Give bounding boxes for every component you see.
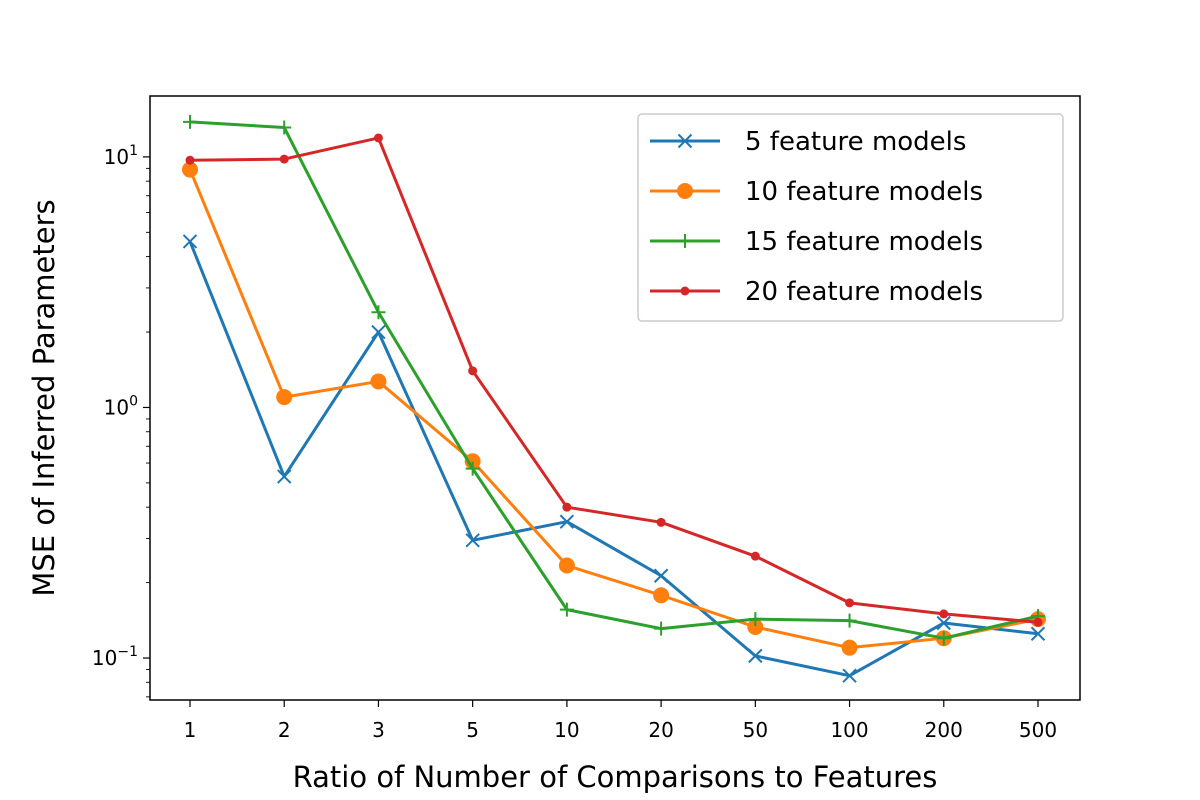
marker-circle — [841, 639, 858, 656]
x-tick-label: 20 — [648, 718, 673, 742]
y-tick-label: 101 — [104, 143, 138, 169]
marker-plus — [748, 612, 763, 627]
marker-dot — [845, 598, 855, 608]
marker-circle-legend — [677, 183, 693, 199]
marker-x-legend — [677, 133, 693, 149]
marker-plus — [654, 621, 669, 636]
marker-x — [653, 568, 669, 583]
marker-dot — [939, 609, 949, 619]
marker-dot — [1033, 617, 1043, 627]
series-line — [189, 136, 1039, 624]
legend-item: 10 feature models — [650, 177, 983, 207]
marker-circle — [653, 587, 670, 604]
marker-circle — [747, 618, 764, 635]
plot-frame — [149, 95, 1081, 701]
marker-dot — [562, 502, 572, 512]
marker-x — [371, 324, 386, 340]
marker-dot — [373, 133, 383, 143]
legend-label: 20 feature models — [745, 277, 983, 307]
marker-circle — [558, 557, 575, 574]
marker-dot — [750, 551, 760, 561]
legend-item: 5 feature models — [650, 127, 966, 157]
marker-plus — [183, 114, 197, 129]
x-tick-label: 2 — [278, 718, 291, 742]
x-tick-label: 500 — [1019, 718, 1057, 742]
x-tick-label: 50 — [743, 718, 768, 742]
x-tick-label: 10 — [554, 718, 579, 742]
legend-label: 10 feature models — [745, 177, 983, 207]
marker-plus — [559, 602, 574, 617]
legend-item: 15 feature models — [650, 227, 983, 257]
marker-plus — [465, 461, 480, 476]
marker-dot — [656, 517, 666, 527]
marker-x — [465, 533, 480, 548]
marker-plus — [277, 120, 292, 135]
y-tick-label: 100 — [104, 393, 138, 419]
plot-marks — [182, 114, 1046, 683]
marker-x — [748, 648, 763, 664]
series-line — [189, 120, 1039, 640]
series-1 — [182, 234, 1046, 683]
x-tick-label: 3 — [372, 718, 385, 742]
y-axis: 10−1 100 101 — [92, 143, 150, 698]
series-line — [188, 240, 1039, 678]
x-tick-label: 200 — [925, 718, 963, 742]
marker-x — [1030, 626, 1046, 641]
marker-plus-legend — [678, 234, 692, 248]
y-tick-label: 10−1 — [92, 644, 138, 670]
x-axis: 1 2 3 5 10 20 50 100 200 500 — [184, 700, 1057, 742]
marker-x — [182, 234, 198, 249]
series-4 — [185, 133, 1043, 627]
marker-dot — [279, 154, 289, 164]
marker-x — [936, 615, 951, 631]
marker-x — [842, 668, 857, 683]
marker-circle — [464, 453, 481, 470]
legend-label: 5 feature models — [745, 127, 966, 157]
marker-x — [277, 469, 292, 484]
marker-x — [559, 514, 575, 529]
legend-item: 20 feature models — [650, 277, 983, 307]
x-axis-label: Ratio of Number of Comparisons to Featur… — [293, 760, 938, 794]
marker-dot-legend — [680, 286, 690, 296]
marker-circle — [182, 161, 198, 178]
marker-circle — [276, 389, 293, 406]
legend: 5 feature models 10 feature models 15 feat… — [637, 113, 1064, 322]
legend-box — [637, 113, 1064, 322]
marker-plus — [936, 631, 951, 646]
marker-dot — [185, 155, 195, 165]
legend-label: 15 feature models — [745, 227, 983, 257]
x-tick-label: 1 — [184, 718, 197, 742]
x-tick-label: 100 — [830, 718, 868, 742]
marker-plus — [842, 613, 857, 628]
marker-plus — [371, 305, 386, 320]
y-axis-label: MSE of Inferred Parameters — [27, 199, 61, 596]
x-tick-label: 5 — [466, 718, 479, 742]
marker-dot — [468, 366, 478, 376]
series-3 — [183, 114, 1045, 646]
series-line — [188, 169, 1039, 650]
marker-circle — [370, 373, 387, 390]
